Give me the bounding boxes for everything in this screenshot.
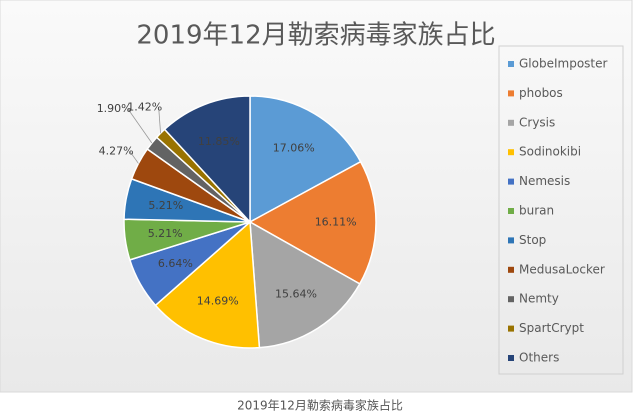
legend-label: Nemesis xyxy=(519,174,570,188)
legend-marker xyxy=(508,119,514,126)
pie-slice xyxy=(163,95,251,224)
legend-marker xyxy=(508,208,514,214)
leader-line xyxy=(127,109,153,144)
leader-line xyxy=(158,107,161,134)
legend-marker xyxy=(508,90,514,97)
legend-marker xyxy=(508,266,514,273)
caption: 2019年12月勒索病毒家族占比 xyxy=(237,398,403,413)
legend-label: Others xyxy=(519,351,559,365)
data-label: 11.85% xyxy=(198,135,240,148)
legend-label: phobos xyxy=(519,86,563,100)
legend-label: SpartCrypt xyxy=(519,321,584,335)
legend-marker xyxy=(508,355,514,361)
legend-label: Crysis xyxy=(519,115,555,129)
pie-slice xyxy=(249,220,361,349)
legend-label: buran xyxy=(519,204,554,218)
legend-marker xyxy=(508,61,514,67)
data-label: 15.64% xyxy=(275,287,317,300)
legend-label: Nemty xyxy=(519,292,559,306)
data-label: 1.42% xyxy=(127,100,162,113)
data-label: 5.21% xyxy=(148,227,183,240)
data-label: 5.21% xyxy=(148,199,183,212)
leader-line xyxy=(129,151,139,164)
legend-marker xyxy=(508,237,514,244)
legend-label: GlobeImposter xyxy=(519,57,608,71)
data-label: 4.27% xyxy=(99,145,134,158)
data-label: 1.90% xyxy=(97,102,132,115)
data-label: 14.69% xyxy=(197,294,239,307)
data-label: 16.11% xyxy=(315,216,357,229)
legend-marker xyxy=(508,296,514,303)
data-label: 17.06% xyxy=(273,141,315,154)
pie-slice xyxy=(248,160,377,285)
legend-marker xyxy=(508,178,514,185)
legend-marker xyxy=(508,325,514,332)
legend-marker xyxy=(508,149,514,156)
chart-title: 2019年12月勒索病毒家族占比 xyxy=(136,21,495,51)
pie-slice xyxy=(249,95,362,224)
legend-label: MedusaLocker xyxy=(519,262,605,276)
data-label: 6.64% xyxy=(158,257,193,270)
legend-label: Sodinokibi xyxy=(519,145,581,159)
pie-slice xyxy=(154,220,261,349)
legend-box xyxy=(498,45,624,375)
legend-label: Stop xyxy=(519,233,546,247)
